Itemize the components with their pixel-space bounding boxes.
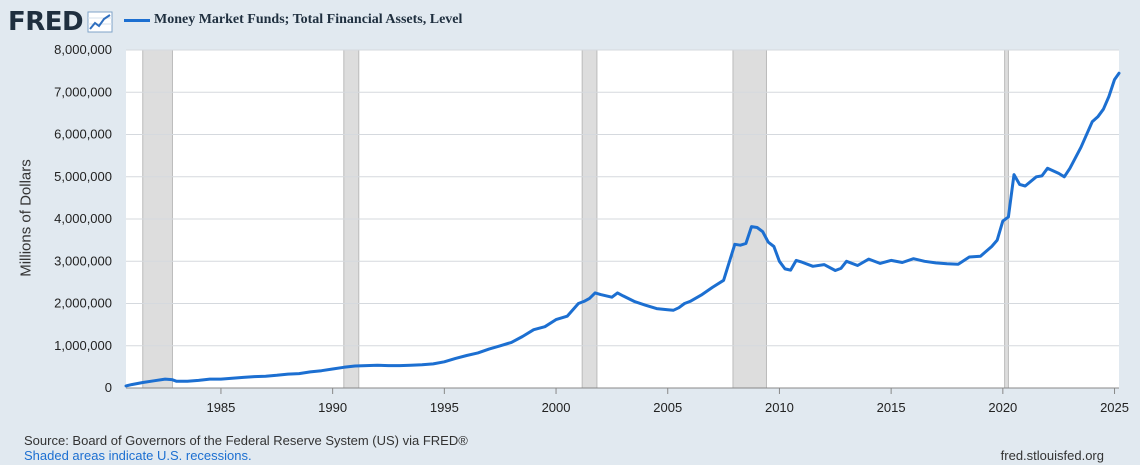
fred-header: FRED — [8, 6, 113, 38]
y-tick-label: 8,000,000 — [54, 42, 112, 57]
legend-swatch — [124, 18, 150, 22]
x-tick-label: 2000 — [542, 400, 571, 415]
y-tick-label: 7,000,000 — [54, 84, 112, 99]
x-tick-label: 2025 — [1100, 400, 1129, 415]
x-tick-label: 1985 — [206, 400, 235, 415]
x-tick-label: 1995 — [430, 400, 459, 415]
series-line — [124, 71, 1121, 388]
y-tick-label: 0 — [105, 380, 112, 395]
y-tick-label: 5,000,000 — [54, 169, 112, 184]
y-tick-label: 6,000,000 — [54, 127, 112, 142]
legend-label: Money Market Funds; Total Financial Asse… — [154, 12, 463, 27]
line-chart-icon — [87, 11, 113, 33]
recession-note[interactable]: Shaded areas indicate U.S. recessions. — [24, 448, 252, 463]
source-note: Source: Board of Governors of the Federa… — [24, 433, 468, 448]
x-tick-label: 2015 — [877, 400, 906, 415]
y-tick-label: 3,000,000 — [54, 253, 112, 268]
x-tick-label: 2020 — [988, 400, 1017, 415]
site-url[interactable]: fred.stlouisfed.org — [1000, 448, 1104, 463]
x-tick-label: 2005 — [653, 400, 682, 415]
fred-logo[interactable]: FRED — [8, 7, 84, 37]
x-tick-label: 1990 — [318, 400, 347, 415]
y-tick-label: 2,000,000 — [54, 296, 112, 311]
x-tick-label: 2010 — [765, 400, 794, 415]
line-chart: 0 1,000,000 2,000,000 3,000,000 4,000,000 5,0… — [54, 42, 1129, 415]
chart-legend: Money Market Funds; Total Financial Asse… — [124, 12, 462, 28]
y-tick-label: 4,000,000 — [54, 211, 112, 226]
y-tick-label: 1,000,000 — [54, 338, 112, 353]
